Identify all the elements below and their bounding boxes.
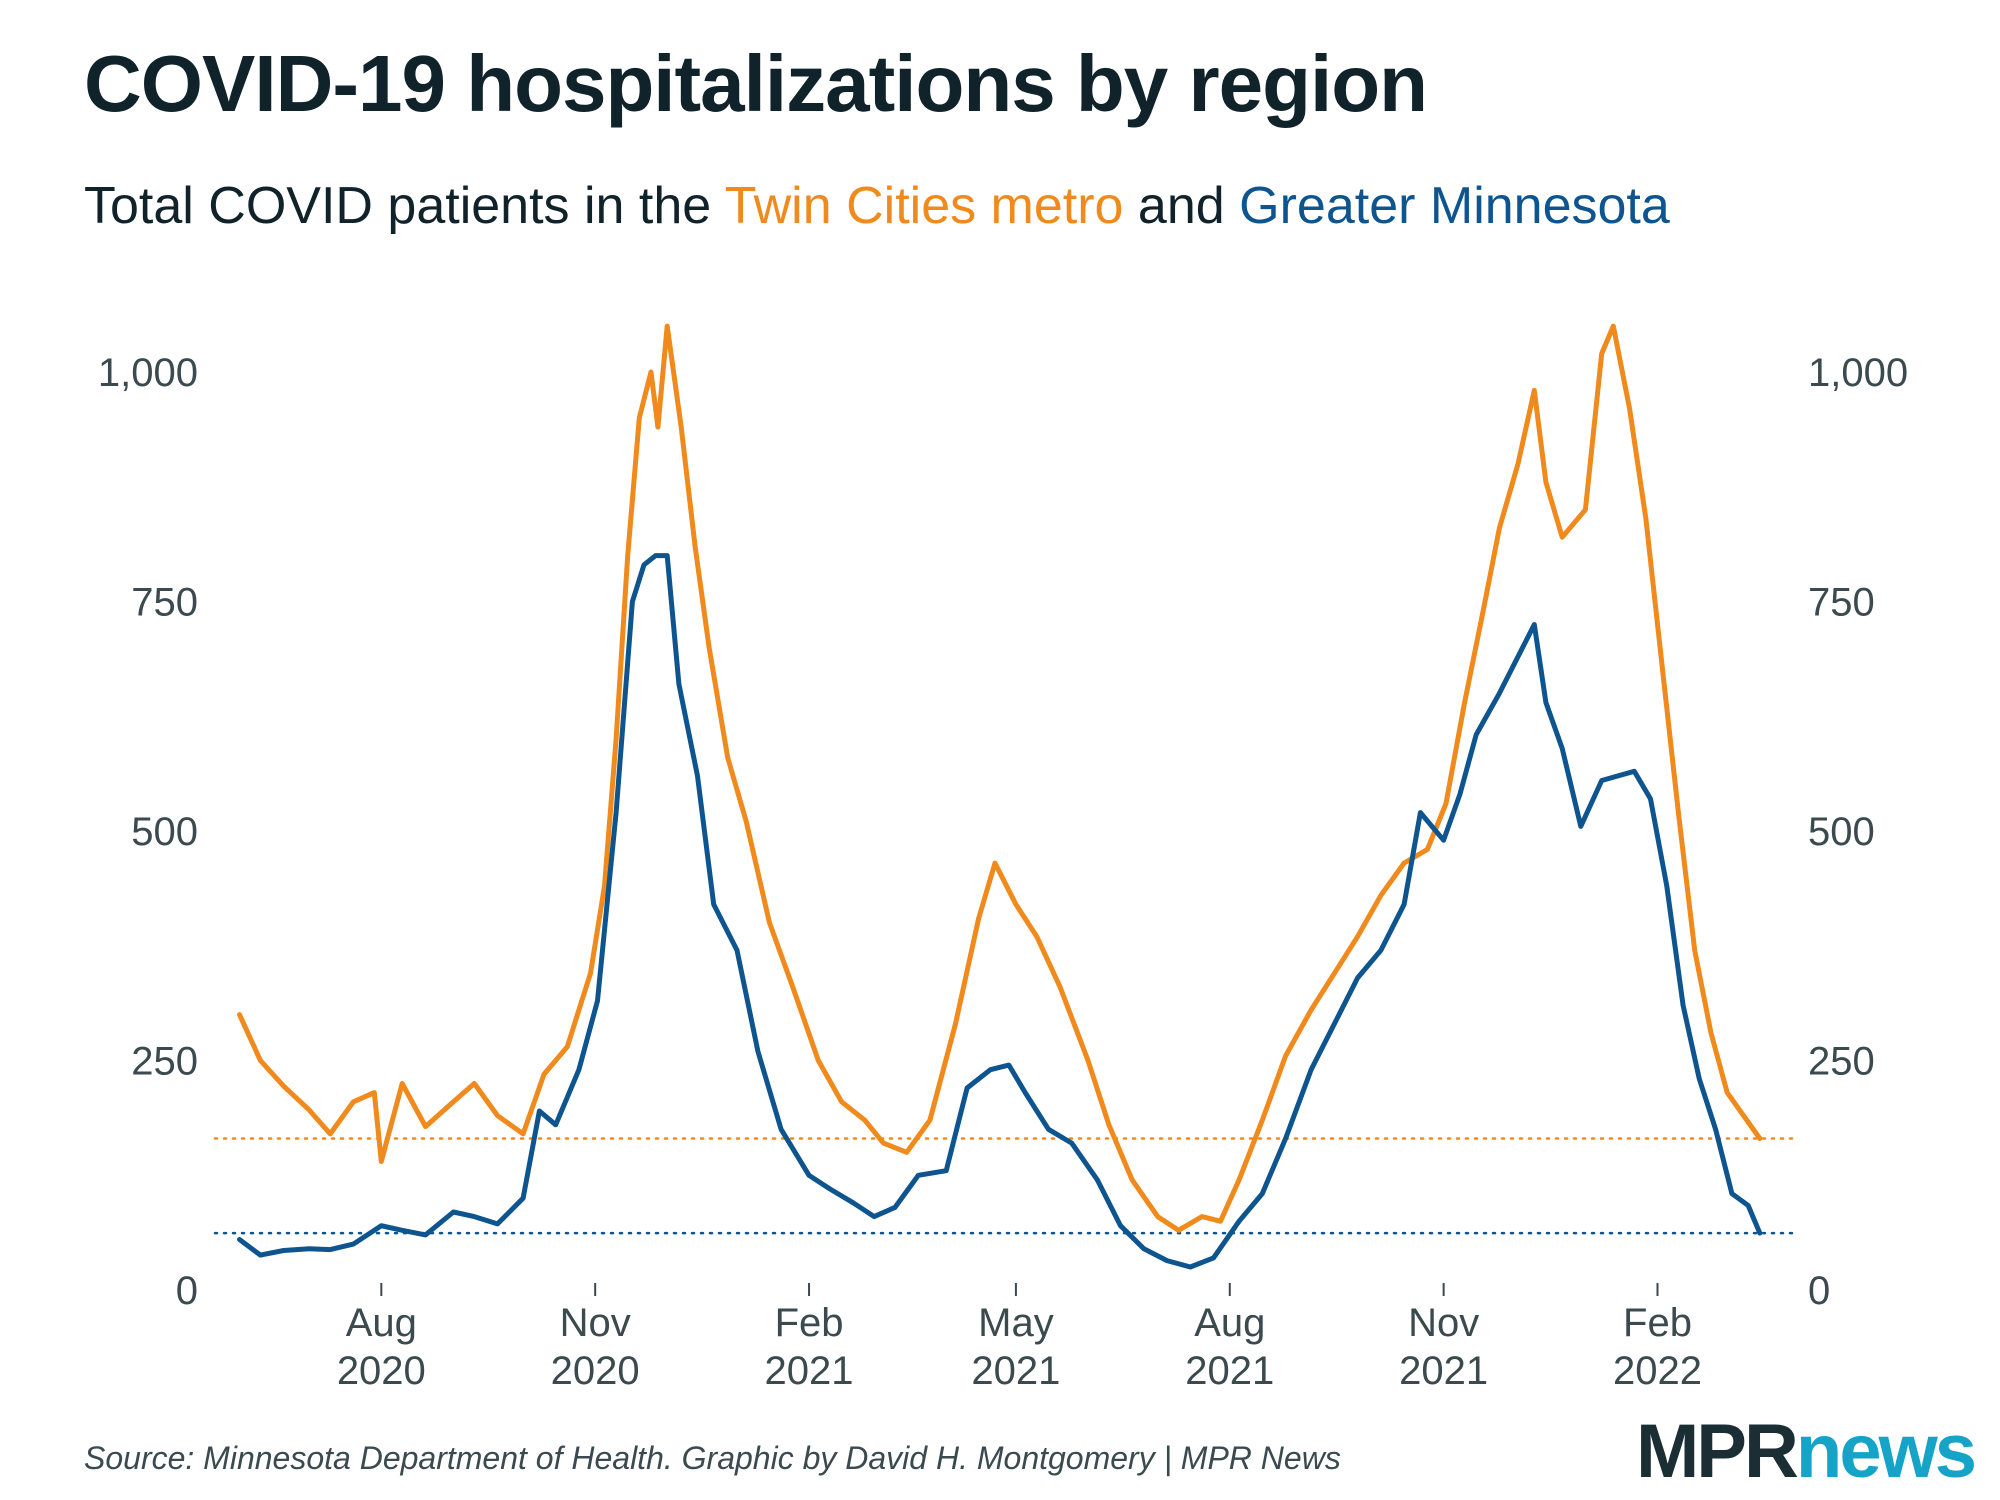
x-axis: Aug2020Nov2020Feb2021May2021Aug2021Nov20… xyxy=(337,1283,1702,1393)
y-axis-right: 0 250 500 750 1,000 xyxy=(1808,351,1908,1313)
x-tick-month-3: May xyxy=(978,1301,1054,1345)
y-tick-left-4: 1,000 xyxy=(98,351,198,395)
x-tick-year-4: 2021 xyxy=(1185,1349,1274,1393)
y-tick-right-3: 750 xyxy=(1808,581,1875,625)
x-tick-year-2: 2021 xyxy=(765,1349,854,1393)
y-tick-right-4: 1,000 xyxy=(1808,351,1908,395)
y-tick-right-0: 0 xyxy=(1808,1269,1830,1313)
logo-mpr: MPR xyxy=(1636,1409,1799,1494)
logo-news: news xyxy=(1795,1409,1977,1494)
x-tick-year-3: 2021 xyxy=(971,1349,1060,1393)
series-lines xyxy=(237,323,1763,1270)
x-tick-year-5: 2021 xyxy=(1399,1349,1488,1393)
x-tick-month-1: Nov xyxy=(560,1301,631,1345)
y-tick-left-3: 750 xyxy=(131,581,198,625)
subtitle-greater-label: Greater Minnesota xyxy=(1239,177,1670,235)
subtitle-prefix: Total COVID patients in the xyxy=(84,177,725,235)
chart-subtitle: Total COVID patients in the Twin Cities … xyxy=(84,176,1670,236)
y-tick-right-1: 250 xyxy=(1808,1040,1875,1084)
x-tick-month-6: Feb xyxy=(1623,1301,1692,1345)
y-tick-left-0: 0 xyxy=(176,1269,198,1313)
x-tick-year-1: 2020 xyxy=(551,1349,640,1393)
subtitle-metro-label: Twin Cities metro xyxy=(724,177,1124,235)
x-tick-month-5: Nov xyxy=(1408,1301,1479,1345)
y-tick-left-2: 500 xyxy=(131,810,198,854)
subtitle-middle: and xyxy=(1123,177,1240,235)
x-tick-month-2: Feb xyxy=(775,1301,844,1345)
x-tick-year-6: 2022 xyxy=(1613,1349,1702,1393)
y-tick-right-2: 500 xyxy=(1808,810,1875,854)
y-tick-left-1: 250 xyxy=(131,1040,198,1084)
x-tick-month-4: Aug xyxy=(1194,1301,1265,1345)
x-tick-year-0: 2020 xyxy=(337,1349,426,1393)
series-line-greater xyxy=(237,553,1763,1270)
reference-lines xyxy=(213,1137,1794,1235)
y-axis-left: 0 250 500 750 1,000 xyxy=(98,351,198,1313)
mpr-news-logo: MPRnews xyxy=(1636,1408,1977,1495)
source-note: Source: Minnesota Department of Health. … xyxy=(84,1440,1341,1476)
x-tick-month-0: Aug xyxy=(346,1301,417,1345)
chart-title: COVID-19 hospitalizations by region xyxy=(84,39,1428,128)
series-line-metro xyxy=(237,323,1763,1233)
